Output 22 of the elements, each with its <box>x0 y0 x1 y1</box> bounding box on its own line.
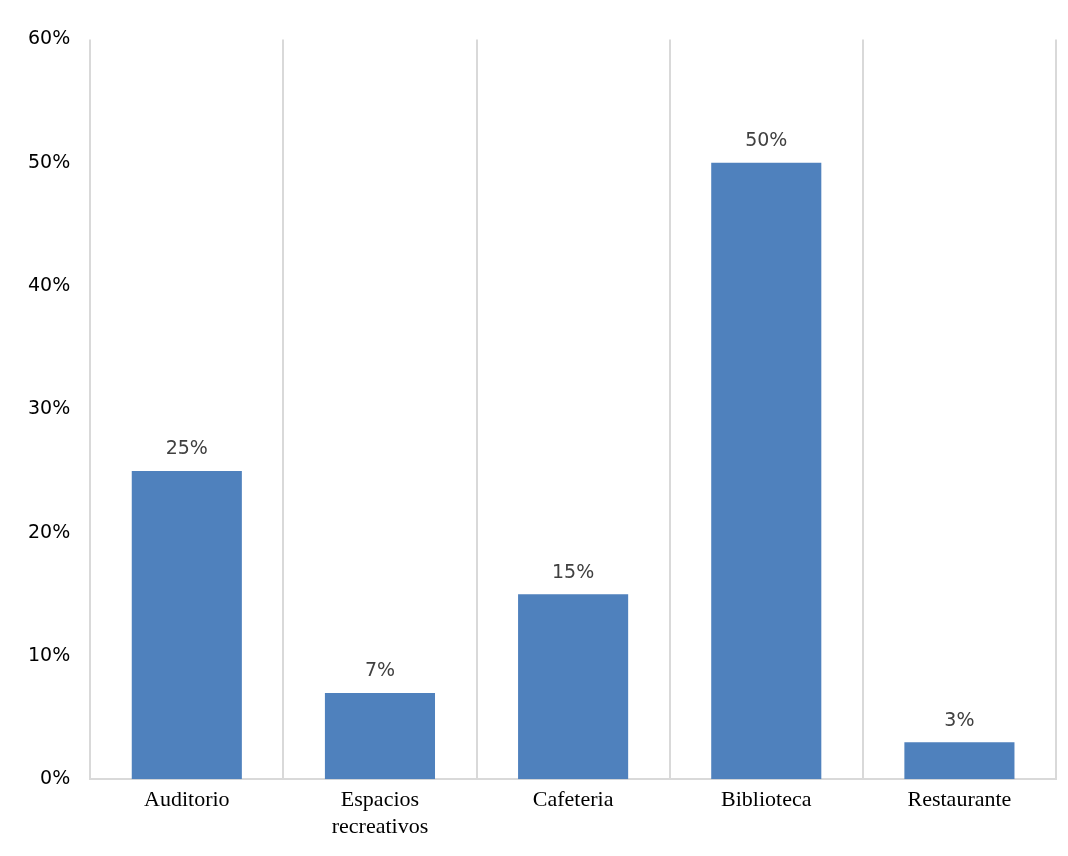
y-tick-label: 20% <box>28 519 71 542</box>
y-tick-label: 30% <box>28 396 71 419</box>
x-tick-label: Auditorio <box>144 786 230 812</box>
data-label: 25% <box>165 436 208 459</box>
bar <box>518 594 629 780</box>
y-tick-label: 40% <box>28 272 71 295</box>
y-tick-label: 10% <box>28 642 71 665</box>
bar <box>904 742 1015 780</box>
y-tick-label: 0% <box>40 766 71 789</box>
x-tick-label: Biblioteca <box>721 786 812 812</box>
data-label: 50% <box>745 128 788 151</box>
x-tick-label: Espacios recreativos <box>331 786 429 838</box>
x-tick-label: Cafeteria <box>532 786 614 812</box>
bar <box>711 162 822 780</box>
x-tick-label: Restaurante <box>907 786 1012 812</box>
bar <box>131 470 242 780</box>
bar <box>324 692 436 780</box>
data-label: 15% <box>552 559 595 582</box>
data-label: 3% <box>944 707 975 730</box>
y-tick-label: 50% <box>28 149 71 172</box>
y-tick-label: 60% <box>28 26 71 49</box>
data-label: 7% <box>364 658 396 681</box>
